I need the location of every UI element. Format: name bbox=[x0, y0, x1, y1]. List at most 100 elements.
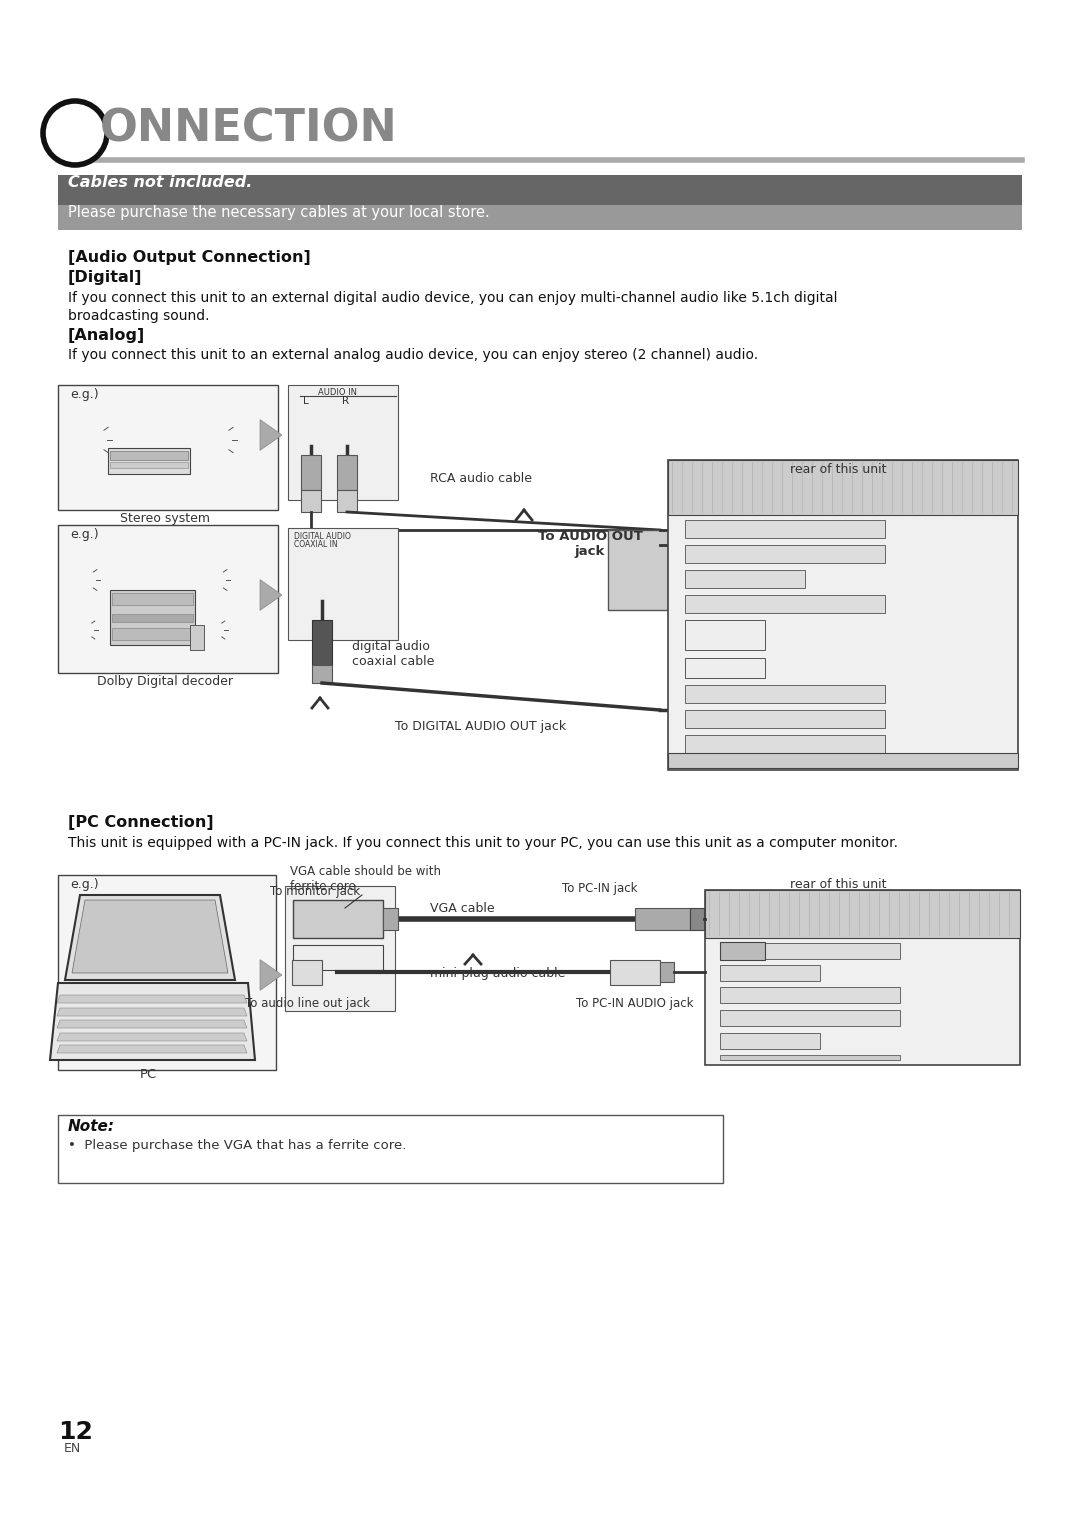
Circle shape bbox=[205, 623, 218, 637]
Circle shape bbox=[308, 426, 314, 432]
Bar bbox=[720, 941, 765, 960]
Bar bbox=[190, 625, 204, 649]
Text: •  Please purchase the VGA that has a ferrite core.: • Please purchase the VGA that has a fer… bbox=[68, 1138, 406, 1152]
Bar bbox=[312, 620, 332, 665]
Circle shape bbox=[198, 423, 232, 457]
Circle shape bbox=[645, 911, 649, 914]
Polygon shape bbox=[57, 1008, 247, 1016]
Bar bbox=[292, 960, 322, 986]
Text: Cables not included.: Cables not included. bbox=[68, 176, 253, 189]
Circle shape bbox=[309, 912, 313, 917]
Text: VGA cable: VGA cable bbox=[430, 902, 495, 915]
Polygon shape bbox=[72, 900, 228, 973]
Circle shape bbox=[86, 437, 94, 443]
Text: If you connect this unit to an external analog audio device, you can enjoy stere: If you connect this unit to an external … bbox=[68, 348, 758, 362]
Circle shape bbox=[135, 458, 140, 463]
Circle shape bbox=[636, 911, 640, 914]
Circle shape bbox=[319, 582, 325, 588]
Bar bbox=[685, 735, 885, 753]
Text: To monitor jack: To monitor jack bbox=[270, 885, 360, 898]
Bar bbox=[720, 966, 820, 981]
Bar bbox=[685, 711, 885, 727]
Bar bbox=[383, 908, 399, 931]
Circle shape bbox=[70, 617, 94, 642]
Text: e.g.): e.g.) bbox=[70, 879, 98, 891]
Circle shape bbox=[672, 921, 676, 926]
Polygon shape bbox=[260, 579, 282, 610]
Circle shape bbox=[672, 915, 676, 920]
Text: e.g.): e.g.) bbox=[70, 529, 98, 541]
Circle shape bbox=[172, 458, 176, 463]
Circle shape bbox=[148, 458, 152, 463]
Bar bbox=[112, 614, 193, 622]
Bar bbox=[110, 451, 188, 460]
Circle shape bbox=[636, 921, 640, 926]
Bar bbox=[705, 889, 1020, 1065]
Bar bbox=[110, 590, 195, 645]
Text: To audio line out jack: To audio line out jack bbox=[244, 996, 369, 1010]
Bar bbox=[669, 753, 1018, 769]
Circle shape bbox=[681, 915, 685, 920]
Bar bbox=[293, 900, 383, 938]
Text: To AUDIO OUT
jack: To AUDIO OUT jack bbox=[538, 530, 643, 558]
Circle shape bbox=[298, 912, 303, 917]
Polygon shape bbox=[260, 420, 282, 451]
Bar bbox=[685, 594, 885, 613]
Text: Note:: Note: bbox=[68, 1118, 114, 1134]
Circle shape bbox=[123, 458, 129, 463]
Text: [Analog]: [Analog] bbox=[68, 329, 145, 342]
Bar bbox=[720, 1054, 900, 1060]
Text: [Audio Output Connection]: [Audio Output Connection] bbox=[68, 251, 311, 264]
Circle shape bbox=[335, 903, 339, 909]
Circle shape bbox=[339, 422, 355, 439]
Text: If you connect this unit to an external digital audio device, you can enjoy mult: If you connect this unit to an external … bbox=[68, 290, 837, 324]
Circle shape bbox=[303, 422, 319, 439]
Circle shape bbox=[636, 562, 660, 587]
Bar bbox=[685, 545, 885, 562]
Circle shape bbox=[299, 964, 315, 979]
Bar bbox=[608, 530, 669, 610]
Circle shape bbox=[681, 911, 685, 914]
Text: AUDIO IN: AUDIO IN bbox=[318, 388, 357, 397]
Bar bbox=[58, 526, 278, 672]
Circle shape bbox=[306, 568, 338, 601]
Polygon shape bbox=[57, 1045, 247, 1053]
Bar bbox=[685, 570, 805, 588]
Text: To DIGITAL AUDIO OUT jack: To DIGITAL AUDIO OUT jack bbox=[395, 720, 566, 733]
Circle shape bbox=[654, 911, 658, 914]
Bar bbox=[293, 944, 383, 970]
Text: rear of this unit: rear of this unit bbox=[789, 463, 887, 477]
Bar bbox=[635, 908, 690, 931]
Bar bbox=[685, 620, 765, 649]
Text: 12: 12 bbox=[58, 1420, 93, 1444]
Circle shape bbox=[295, 414, 327, 446]
Bar bbox=[720, 1010, 900, 1025]
Circle shape bbox=[333, 953, 343, 963]
Circle shape bbox=[663, 911, 667, 914]
Bar bbox=[660, 963, 674, 983]
Circle shape bbox=[68, 565, 96, 594]
Bar bbox=[112, 628, 193, 640]
Circle shape bbox=[170, 605, 175, 610]
Text: digital audio
coaxial cable: digital audio coaxial cable bbox=[352, 640, 434, 668]
Circle shape bbox=[73, 423, 107, 457]
Circle shape bbox=[345, 426, 350, 432]
Circle shape bbox=[305, 903, 310, 909]
Circle shape bbox=[146, 605, 150, 610]
Circle shape bbox=[205, 431, 225, 449]
Bar bbox=[288, 529, 399, 640]
Text: ONNECTION: ONNECTION bbox=[100, 108, 397, 151]
Circle shape bbox=[134, 605, 138, 610]
Circle shape bbox=[305, 920, 310, 924]
Circle shape bbox=[324, 903, 329, 909]
Bar bbox=[58, 876, 276, 1070]
Bar bbox=[669, 460, 1018, 770]
Circle shape bbox=[200, 617, 224, 642]
Circle shape bbox=[76, 623, 89, 637]
Circle shape bbox=[643, 570, 653, 581]
Circle shape bbox=[210, 628, 215, 633]
Text: RCA audio cable: RCA audio cable bbox=[430, 472, 532, 484]
Polygon shape bbox=[65, 895, 235, 979]
Circle shape bbox=[631, 969, 639, 976]
Bar bbox=[58, 205, 1022, 231]
